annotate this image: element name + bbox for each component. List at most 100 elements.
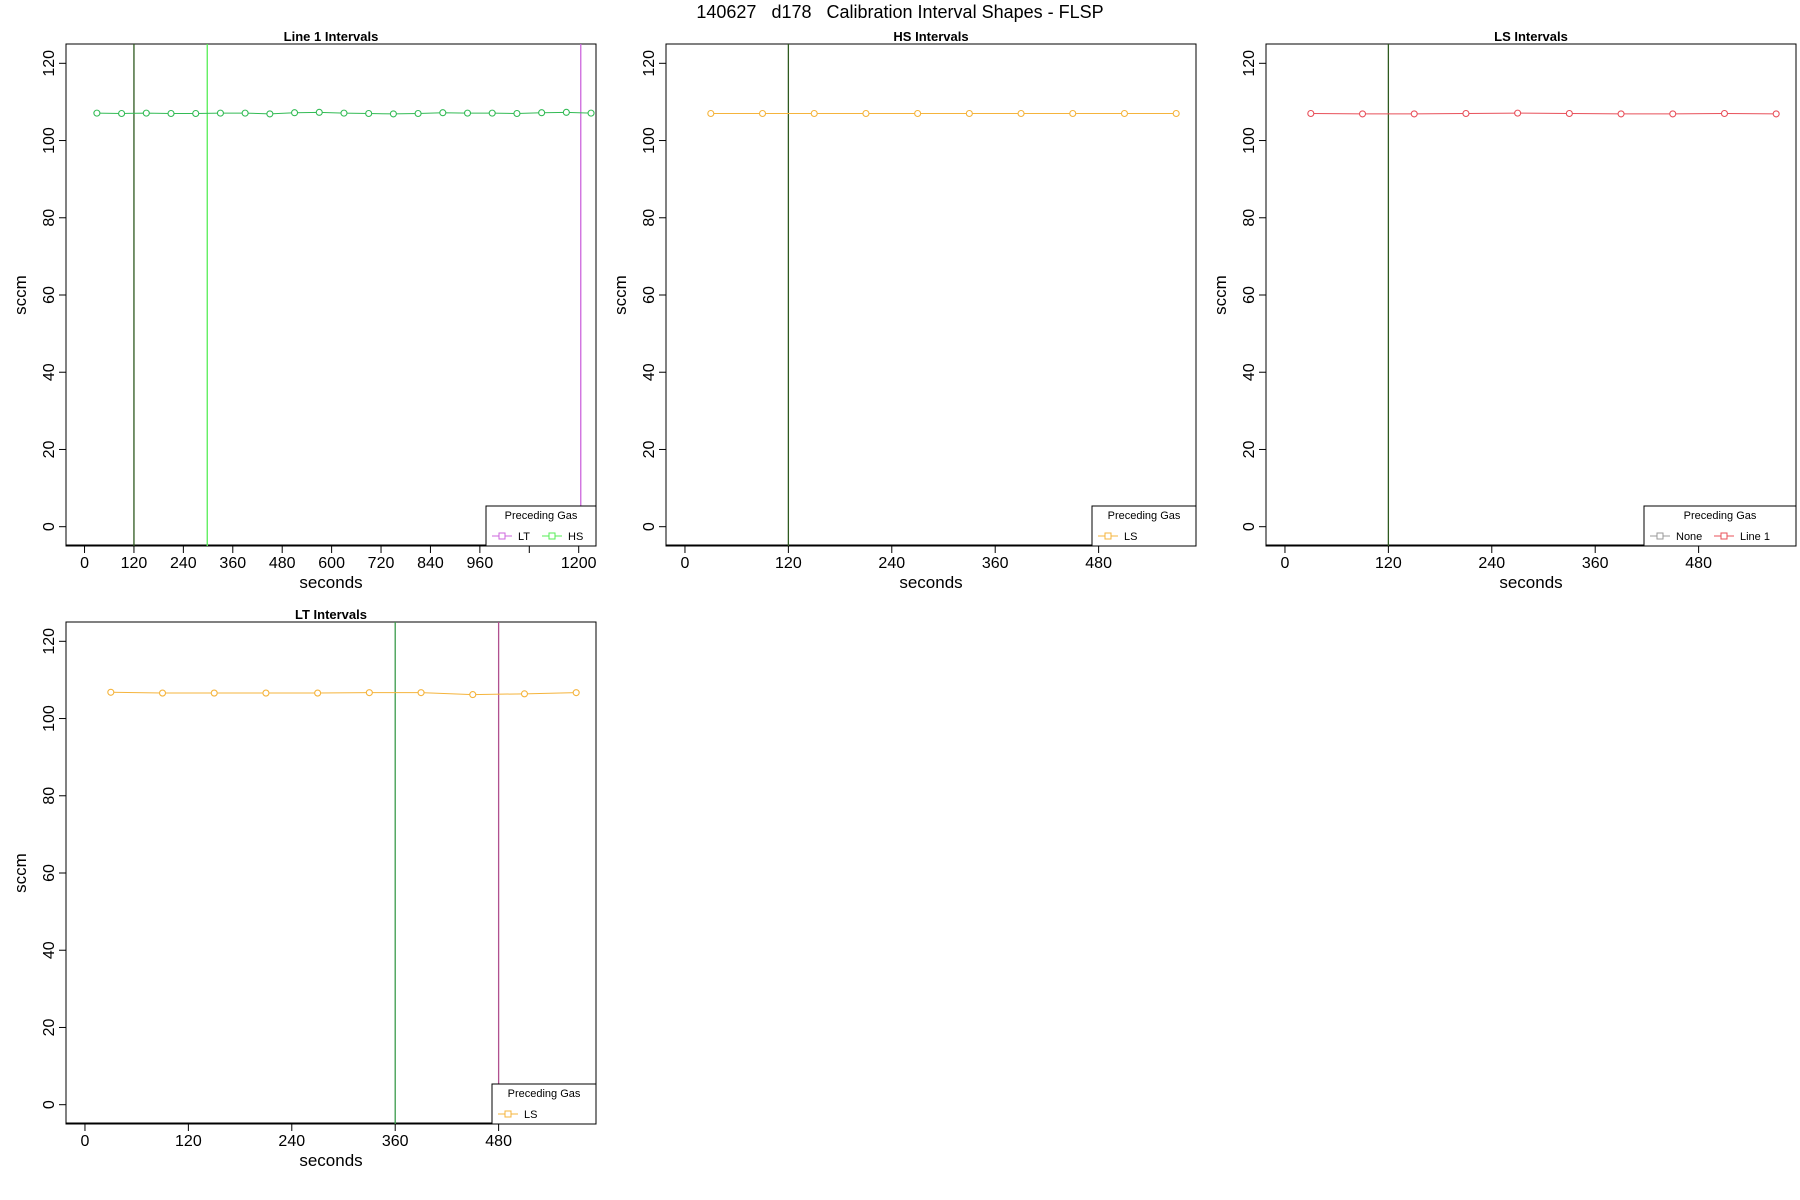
data-point — [1120, 109, 1129, 118]
data-point — [758, 109, 767, 118]
data-point — [314, 689, 322, 697]
x-tick-label: 480 — [485, 1133, 512, 1150]
data-point — [1617, 110, 1625, 118]
data-point — [488, 109, 496, 117]
legend-swatch-marker — [504, 1110, 512, 1118]
data-point — [365, 109, 373, 118]
y-tick-label: 120 — [41, 50, 58, 77]
x-tick-label: 600 — [318, 555, 345, 572]
data-point — [1410, 110, 1418, 118]
data-point — [1772, 110, 1780, 118]
data-point — [1462, 109, 1470, 118]
chart-title: Line 1 Intervals — [284, 29, 379, 44]
x-tick-label: 240 — [878, 555, 905, 572]
y-tick-label: 80 — [41, 209, 58, 227]
data-point — [365, 689, 373, 697]
y-tick-label: 60 — [41, 286, 58, 304]
data-point — [142, 109, 150, 117]
data-point — [192, 109, 200, 118]
x-tick-label: 960 — [467, 555, 494, 572]
x-tick-label: 1200 — [561, 555, 597, 572]
x-tick-label: 480 — [1685, 555, 1712, 572]
data-point — [266, 110, 274, 118]
legend-title: Preceding Gas — [505, 510, 578, 522]
legend-swatch-marker — [1720, 532, 1728, 540]
y-tick-label: 120 — [641, 50, 658, 77]
data-point — [93, 109, 101, 117]
data-point — [216, 109, 224, 117]
x-tick-label: 120 — [775, 555, 802, 572]
data-point — [572, 689, 580, 697]
data-point — [340, 109, 348, 117]
x-tick-label: 240 — [170, 555, 197, 572]
data-point — [587, 109, 595, 117]
x-axis-label: seconds — [299, 573, 362, 592]
y-tick-label: 0 — [1241, 522, 1258, 531]
data-point — [107, 688, 115, 696]
data-point — [520, 690, 529, 698]
y-tick-label: 60 — [41, 864, 58, 882]
chart-panel-lt-intervals: LT Intervals 0 120 240 360 480 seconds 0 20 40 60 8… — [11, 607, 597, 1170]
legend-entry-label: LS — [524, 1109, 537, 1121]
x-tick-label: 120 — [121, 555, 148, 572]
x-tick-label: 0 — [1281, 555, 1290, 572]
y-tick-label: 40 — [41, 941, 58, 959]
y-tick-label: 100 — [41, 127, 58, 154]
y-tick-label: 80 — [41, 787, 58, 805]
chart-title: HS Intervals — [893, 29, 968, 44]
data-point — [1017, 109, 1025, 118]
data-point — [210, 689, 218, 697]
y-tick-label: 20 — [41, 1018, 58, 1036]
data-point — [1358, 110, 1367, 118]
data-point — [118, 109, 126, 118]
x-axis-label: seconds — [899, 573, 962, 592]
x-tick-label: 0 — [681, 555, 690, 572]
data-point — [414, 109, 422, 118]
legend-title: Preceding Gas — [1108, 510, 1181, 522]
data-point — [1514, 109, 1522, 117]
y-tick-label: 20 — [641, 440, 658, 458]
data-point — [439, 109, 447, 117]
legend: Preceding Gas LS — [491, 1083, 597, 1125]
x-tick-label: 480 — [1085, 555, 1112, 572]
y-tick-label: 100 — [41, 705, 58, 732]
y-axis-label: sccm — [11, 275, 30, 315]
legend-entry-label: LT — [518, 531, 530, 543]
legend-entry-label: Line 1 — [1740, 531, 1770, 543]
x-tick-label: 0 — [81, 1133, 90, 1150]
data-point — [262, 689, 270, 697]
data-point — [1307, 109, 1315, 118]
y-tick-label: 40 — [641, 363, 658, 381]
x-tick-label: 360 — [982, 555, 1009, 572]
x-tick-label: 240 — [1478, 555, 1505, 572]
plot-frame — [665, 43, 1197, 547]
legend: Preceding Gas None Line 1 — [1643, 505, 1797, 547]
x-tick-label: 360 — [382, 1133, 409, 1150]
legend-title: Preceding Gas — [508, 1088, 581, 1100]
legend-swatch-marker — [1104, 532, 1112, 540]
y-tick-label: 40 — [41, 363, 58, 381]
legend-swatch-marker — [548, 532, 556, 540]
y-tick-label: 80 — [641, 209, 658, 227]
data-point — [315, 108, 323, 116]
y-tick-label: 120 — [1241, 50, 1258, 77]
data-point — [562, 108, 570, 116]
legend: Preceding Gas LS — [1091, 505, 1197, 547]
y-tick-label: 0 — [41, 522, 58, 531]
legend-box — [1643, 505, 1797, 547]
x-tick-label: 0 — [80, 555, 89, 572]
data-point — [291, 109, 299, 117]
legend: Preceding Gas LT HS — [485, 505, 597, 547]
x-tick-label: 120 — [1375, 555, 1402, 572]
data-point — [417, 689, 425, 697]
y-tick-label: 80 — [1241, 209, 1258, 227]
data-point — [538, 109, 546, 117]
page-title: 140627 d178 Calibration Interval Shapes … — [696, 2, 1104, 22]
legend-entry-label: None — [1676, 531, 1702, 543]
data-point — [1172, 109, 1180, 118]
plot-frame — [1265, 43, 1797, 547]
data-point — [463, 109, 472, 117]
x-tick-label: 240 — [278, 1133, 305, 1150]
legend-title: Preceding Gas — [1684, 510, 1757, 522]
